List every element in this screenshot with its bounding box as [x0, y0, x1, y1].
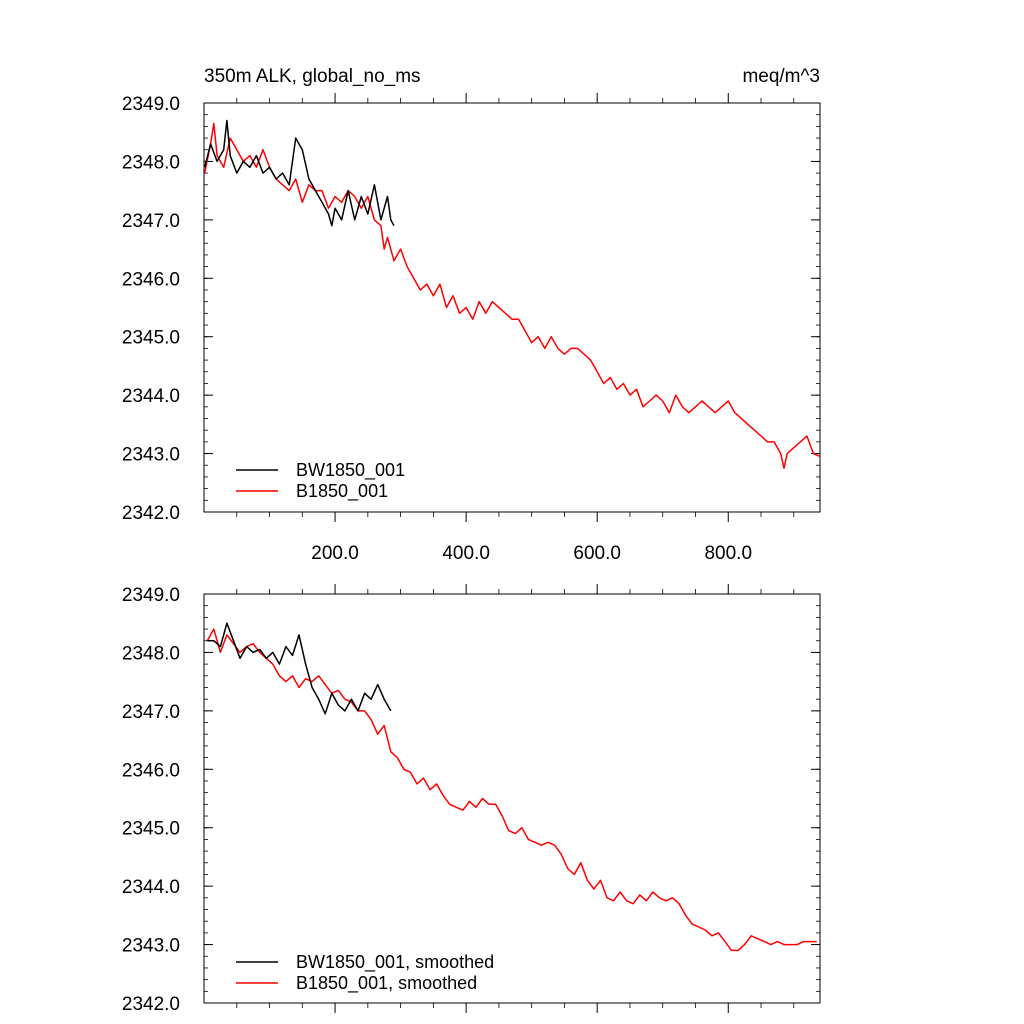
legend-label-bw1850-smoothed: BW1850_001, smoothed	[296, 952, 494, 973]
top-plot-area: 2342.0 2343.0 2344.0 2345.0 2346.0 2347.0 2348…	[122, 93, 821, 564]
y-tick-label: 2349.0	[122, 94, 180, 115]
bottom-plot-area: 2342.0 2343.0 2344.0 2345.0 2346.0 2347.0 2348…	[122, 584, 821, 1015]
y-tick-label: 2343.0	[122, 936, 180, 957]
y-tick-label: 2342.0	[122, 503, 180, 524]
legend-label-b1850: B1850_001	[296, 481, 388, 502]
y-tick-label: 2347.0	[122, 702, 180, 723]
bottom-legend: BW1850_001, smoothed B1850_001, smoothed	[236, 952, 494, 994]
legend-label-bw1850: BW1850_001	[296, 460, 405, 481]
top-legend: BW1850_001 B1850_001	[236, 460, 405, 502]
top-chart-panel: 2342.0 2343.0 2344.0 2345.0 2346.0 2347.0 2348…	[122, 66, 821, 564]
y-tick-label: 2348.0	[122, 152, 180, 173]
y-tick-label: 2344.0	[122, 386, 180, 407]
y-tick-label: 2344.0	[122, 877, 180, 898]
top-chart-title: 350m ALK, global_no_ms	[204, 66, 421, 87]
y-tick-label: 2345.0	[122, 819, 180, 840]
series-line-bw1850-001-smoothed	[207, 622, 392, 715]
top-chart-units: meq/m^3	[742, 66, 820, 87]
plot-frame	[203, 102, 821, 513]
y-tick-label: 2342.0	[122, 994, 180, 1015]
x-tick-label: 400.0	[442, 543, 490, 564]
y-tick-label: 2346.0	[122, 269, 180, 290]
y-tick-label: 2345.0	[122, 328, 180, 349]
x-tick-label: 800.0	[704, 543, 752, 564]
series-line-b1850-001	[203, 122, 821, 469]
y-tick-label: 2348.0	[122, 643, 180, 664]
plot-frame	[203, 593, 821, 1004]
series-line-bw1850-001	[203, 119, 395, 227]
bottom-chart-panel: 2342.0 2343.0 2344.0 2345.0 2346.0 2347.0 2348…	[122, 584, 821, 1015]
y-tick-label: 2346.0	[122, 760, 180, 781]
legend-label-b1850-smoothed: B1850_001, smoothed	[296, 973, 477, 994]
y-tick-label: 2343.0	[122, 445, 180, 466]
series-line-b1850-001-smoothed	[206, 628, 817, 952]
x-tick-label: 200.0	[311, 543, 359, 564]
y-tick-label: 2347.0	[122, 211, 180, 232]
x-tick-label: 600.0	[573, 543, 621, 564]
y-tick-label: 2349.0	[122, 585, 180, 606]
